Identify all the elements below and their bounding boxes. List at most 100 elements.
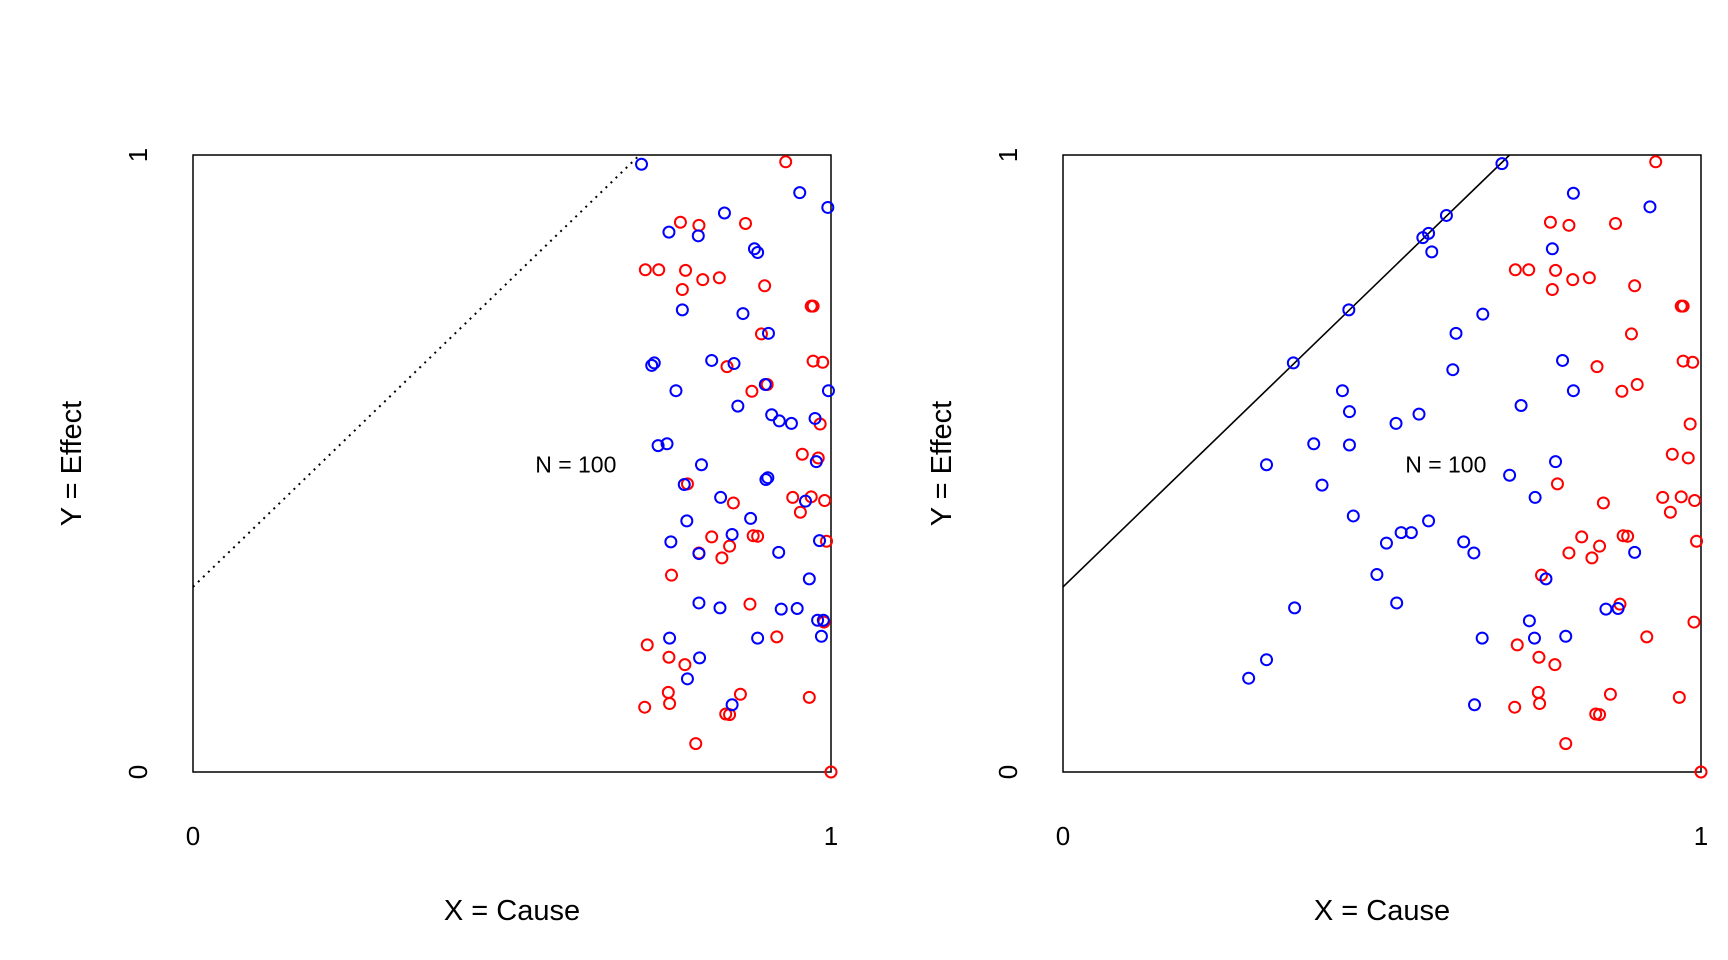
point-red <box>712 271 726 285</box>
point-red <box>1549 263 1563 277</box>
point-blue <box>1425 245 1439 259</box>
point-blue <box>1522 614 1536 628</box>
point-blue <box>1346 509 1360 523</box>
point-blue <box>1476 307 1490 321</box>
point-red <box>1533 697 1547 711</box>
point-blue <box>1528 490 1542 504</box>
point-red <box>1672 690 1686 704</box>
point-red <box>793 505 807 519</box>
points-layer <box>1242 155 1708 779</box>
point-red <box>818 494 832 508</box>
point-blue <box>714 490 728 504</box>
point-red <box>723 539 737 553</box>
point-blue <box>680 672 694 686</box>
point-red <box>663 697 677 711</box>
point-blue <box>662 225 676 239</box>
point-blue <box>725 698 739 712</box>
point-blue <box>1260 653 1274 667</box>
point-red <box>743 597 757 611</box>
point-blue <box>744 511 758 525</box>
point-red <box>1628 279 1642 293</box>
point-blue <box>1549 455 1563 469</box>
y-tick-label-0: 0 <box>993 765 1023 779</box>
point-blue <box>1643 200 1657 214</box>
point-red <box>1686 355 1700 369</box>
point-red <box>1621 529 1635 543</box>
reference-line <box>192 154 641 588</box>
point-blue <box>811 613 825 627</box>
point-red <box>1508 263 1522 277</box>
point-red <box>1522 263 1536 277</box>
point-red <box>1508 700 1522 714</box>
point-red <box>720 360 734 374</box>
point-red <box>1566 273 1580 287</box>
point-blue <box>761 326 775 340</box>
point-red <box>715 551 729 565</box>
point-red <box>1681 451 1695 465</box>
x-axis-label: X = Cause <box>444 895 580 927</box>
point-blue <box>664 535 678 549</box>
point-red <box>673 215 687 229</box>
point-red <box>1548 658 1562 672</box>
point-red <box>1656 490 1670 504</box>
point-red <box>665 568 678 582</box>
point-blue <box>692 547 706 561</box>
point-blue <box>660 437 674 451</box>
point-blue <box>813 534 827 548</box>
point-blue <box>1628 545 1642 559</box>
point-red <box>1630 378 1644 392</box>
point-blue <box>693 651 707 665</box>
point-red <box>1593 708 1607 722</box>
x-tick-label-1: 1 <box>824 821 838 851</box>
point-blue <box>713 601 727 615</box>
point-blue <box>1379 536 1393 550</box>
point-red <box>786 490 800 504</box>
point-blue <box>1467 546 1481 560</box>
point-blue <box>793 186 807 200</box>
point-red <box>739 216 753 230</box>
point-red <box>1603 687 1617 701</box>
point-red <box>1590 360 1604 374</box>
point-red <box>770 630 784 644</box>
point-red <box>638 263 652 277</box>
point-blue <box>1307 437 1321 451</box>
point-blue <box>651 439 665 453</box>
point-blue <box>1495 157 1509 171</box>
point-blue <box>736 307 750 321</box>
point-red <box>1640 630 1654 644</box>
point-blue <box>1422 514 1436 528</box>
point-red <box>662 650 676 664</box>
point-blue <box>1599 602 1613 616</box>
point-blue <box>1342 405 1356 419</box>
point-red <box>1562 546 1576 560</box>
point-blue <box>1503 468 1517 482</box>
point-blue <box>1527 631 1541 645</box>
point-red <box>675 283 689 297</box>
point-red <box>1582 271 1596 285</box>
point-blue <box>784 416 798 430</box>
point-red <box>746 529 760 543</box>
point-blue <box>694 458 708 472</box>
point-red <box>820 534 834 548</box>
point-red <box>1510 638 1524 652</box>
point-blue <box>751 631 765 645</box>
point-red <box>795 447 809 461</box>
point-red <box>1674 490 1688 504</box>
sample-size-annotation: N = 100 <box>535 452 616 478</box>
point-blue <box>751 245 765 259</box>
point-blue <box>1412 407 1426 421</box>
point-blue <box>1389 416 1403 430</box>
point-blue <box>691 229 705 243</box>
point-blue <box>772 414 786 428</box>
reference-line <box>1062 154 1511 588</box>
scatter-panel-right: 0 1 0 1 X = Cause Y = Effect N = 100 <box>926 148 1708 927</box>
point-red <box>1550 477 1564 491</box>
point-red <box>1676 299 1690 313</box>
point-red <box>678 658 692 672</box>
point-red <box>1559 737 1573 751</box>
point-blue <box>1315 478 1329 492</box>
point-blue <box>1404 526 1418 540</box>
point-blue <box>1286 356 1300 370</box>
point-red <box>1624 327 1638 341</box>
